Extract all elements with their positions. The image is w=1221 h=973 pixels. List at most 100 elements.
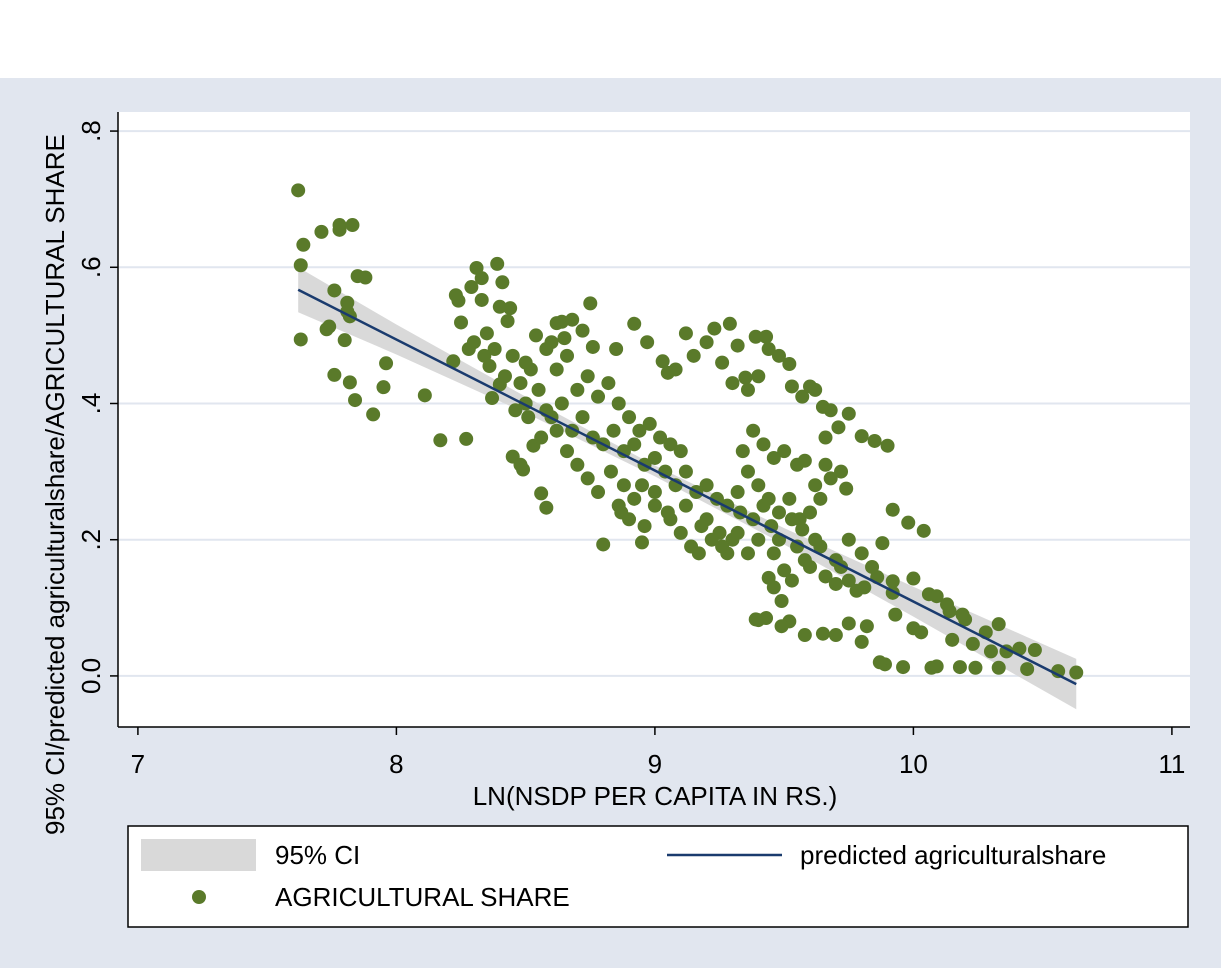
data-point — [735, 444, 750, 459]
data-point — [479, 326, 494, 341]
data-point — [379, 356, 394, 371]
data-point — [534, 430, 549, 445]
data-point — [585, 339, 600, 354]
data-point — [790, 457, 805, 472]
data-point — [485, 391, 500, 406]
data-point — [647, 485, 662, 500]
data-point — [528, 328, 543, 343]
data-point — [859, 619, 874, 634]
data-point — [699, 478, 714, 493]
data-point — [759, 329, 774, 344]
data-point — [1027, 643, 1042, 658]
data-point — [531, 382, 546, 397]
y-tick-label: .8 — [76, 120, 106, 142]
data-point — [464, 280, 479, 295]
data-point — [715, 539, 730, 554]
data-point — [857, 580, 872, 595]
data-point — [591, 389, 606, 404]
data-point — [828, 576, 843, 591]
data-point — [756, 437, 771, 452]
data-point — [606, 423, 621, 438]
data-point — [627, 437, 642, 452]
data-point — [777, 444, 792, 459]
data-point — [991, 660, 1006, 675]
data-point — [808, 478, 823, 493]
data-point — [751, 369, 766, 384]
data-point — [771, 348, 786, 363]
data-point — [640, 335, 655, 350]
data-point — [828, 628, 843, 643]
y-tick-label: 0.0 — [76, 658, 106, 694]
data-point — [575, 410, 590, 425]
data-point — [730, 525, 745, 540]
data-point — [686, 348, 701, 363]
data-point — [740, 382, 755, 397]
data-point — [549, 423, 564, 438]
data-point — [916, 523, 931, 538]
data-point — [557, 331, 572, 346]
data-point — [818, 569, 833, 584]
data-point — [497, 369, 512, 384]
data-point — [580, 471, 595, 486]
data-point — [751, 532, 766, 547]
data-point — [539, 500, 554, 515]
data-point — [1051, 664, 1066, 679]
data-point — [841, 573, 856, 588]
data-point — [854, 546, 869, 561]
data-point — [549, 362, 564, 377]
data-point — [751, 478, 766, 493]
data-point — [818, 457, 833, 472]
data-point — [366, 407, 381, 422]
data-point — [518, 355, 533, 370]
legend-swatch — [141, 839, 256, 871]
data-point — [1020, 662, 1035, 677]
data-point — [782, 491, 797, 506]
data-point — [1069, 665, 1084, 680]
data-point — [583, 296, 598, 311]
data-point — [474, 292, 489, 307]
data-point — [503, 301, 518, 316]
data-point — [490, 256, 505, 271]
data-point — [477, 348, 492, 363]
data-point — [813, 491, 828, 506]
data-point — [446, 354, 461, 369]
data-point — [699, 335, 714, 350]
data-point — [487, 342, 502, 357]
data-point — [880, 438, 895, 453]
data-point — [841, 616, 856, 631]
data-point — [647, 450, 662, 465]
legend-label: 95% CI — [275, 840, 360, 870]
data-point — [454, 315, 469, 330]
data-point — [622, 512, 637, 527]
data-point — [834, 464, 849, 479]
data-point — [663, 437, 678, 452]
data-point — [761, 491, 776, 506]
data-point — [539, 342, 554, 357]
data-point — [560, 348, 575, 363]
data-point — [580, 369, 595, 384]
data-point — [704, 532, 719, 547]
data-point — [766, 450, 781, 465]
data-point — [784, 573, 799, 588]
data-point — [751, 613, 766, 628]
data-point — [694, 519, 709, 534]
data-point — [761, 342, 776, 357]
data-point — [627, 316, 642, 331]
data-point — [505, 348, 520, 363]
data-point — [774, 619, 789, 634]
y-tick-label: .6 — [76, 256, 106, 278]
data-point — [655, 354, 670, 369]
data-point — [616, 478, 631, 493]
data-point — [945, 632, 960, 647]
data-point — [875, 536, 890, 551]
data-point — [451, 293, 466, 308]
data-point — [622, 410, 637, 425]
data-point — [678, 464, 693, 479]
data-point — [653, 430, 668, 445]
data-point — [634, 478, 649, 493]
data-point — [642, 416, 657, 431]
fit-line — [297, 288, 1077, 686]
data-point — [885, 502, 900, 517]
data-point — [872, 655, 887, 670]
